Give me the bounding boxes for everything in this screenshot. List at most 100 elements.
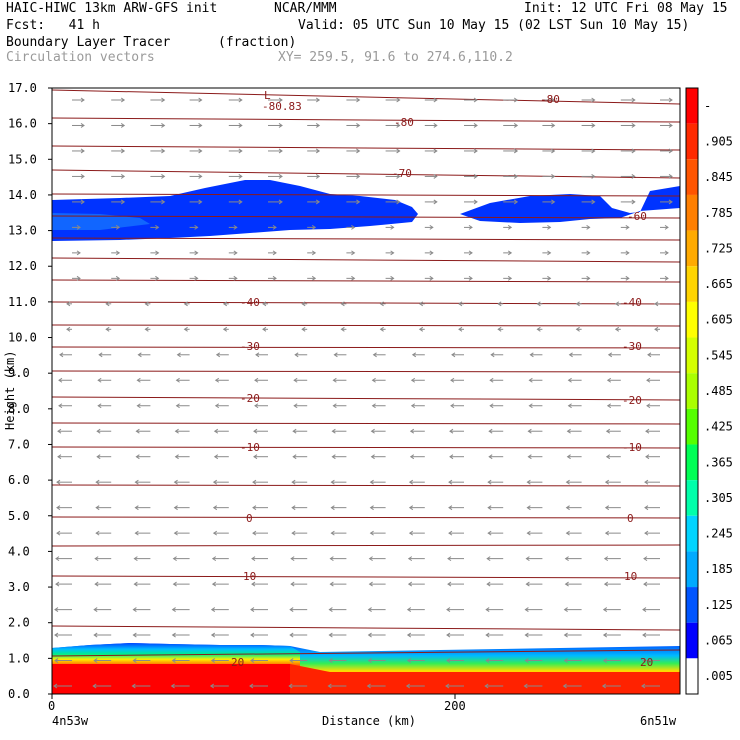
vector-arrow bbox=[144, 326, 151, 332]
contour-label: -10 bbox=[622, 441, 642, 454]
colorbar-swatch bbox=[686, 551, 698, 588]
vector-arrow bbox=[620, 224, 630, 230]
vector-arrow bbox=[111, 174, 126, 179]
vector-arrow bbox=[526, 479, 543, 485]
vector-arrow bbox=[346, 224, 356, 230]
vector-arrow bbox=[369, 479, 386, 485]
vector-arrow bbox=[150, 123, 166, 128]
vector-arrow bbox=[95, 479, 112, 485]
vector-arrow bbox=[111, 199, 126, 205]
vector-arrow bbox=[385, 97, 401, 103]
colorbar-label: .905 bbox=[704, 134, 733, 148]
vector-arrow bbox=[150, 199, 166, 205]
vector-arrow bbox=[385, 148, 401, 154]
vector-arrow bbox=[660, 199, 673, 205]
vector-arrow bbox=[189, 199, 203, 205]
vector-arrow bbox=[53, 683, 72, 689]
vector-arrow bbox=[503, 250, 513, 256]
vector-arrow bbox=[642, 658, 660, 663]
colorbar-label: .125 bbox=[704, 598, 733, 612]
vector-arrow bbox=[72, 174, 85, 179]
vector-arrow bbox=[97, 403, 112, 409]
vector-arrow bbox=[111, 275, 121, 281]
vector-arrow bbox=[189, 123, 203, 128]
vector-arrow bbox=[424, 199, 438, 205]
vector-arrow bbox=[542, 250, 552, 256]
tracer-fill bbox=[52, 180, 680, 694]
vector-arrow bbox=[94, 581, 112, 587]
vector-arrow bbox=[288, 683, 308, 689]
vector-arrow bbox=[487, 530, 504, 536]
vector-arrow bbox=[449, 454, 464, 460]
x-axis: 0 200 4n53w Distance (km) 6n51w bbox=[48, 694, 677, 728]
vector-arrow bbox=[646, 377, 660, 383]
vector-arrow bbox=[418, 301, 425, 307]
boundary-layer-core-tail bbox=[290, 664, 680, 694]
vector-arrow bbox=[253, 454, 268, 460]
vector-arrow bbox=[72, 97, 85, 103]
vector-arrow bbox=[564, 581, 582, 587]
contour-line bbox=[51, 446, 681, 449]
vector-arrow bbox=[446, 607, 464, 612]
vector-arrow bbox=[346, 148, 361, 154]
vector-arrow bbox=[327, 683, 347, 689]
vector-arrow bbox=[527, 454, 543, 460]
contour-line bbox=[51, 370, 681, 373]
vector-arrow bbox=[526, 530, 543, 536]
vector-arrow bbox=[307, 174, 321, 179]
colorbar: - .905 .845 .785 .725 .665 .605 .545 .485 .425 .36… bbox=[685, 87, 733, 695]
vector-arrow bbox=[132, 658, 151, 663]
vector-arrow bbox=[447, 556, 464, 562]
colorbar-label: .665 bbox=[704, 277, 733, 291]
vector-arrow bbox=[485, 607, 504, 612]
vector-arrow bbox=[171, 658, 190, 663]
vector-arrow bbox=[614, 301, 621, 307]
vector-arrow bbox=[59, 352, 72, 358]
vector-arrow bbox=[291, 530, 308, 536]
vector-arrow bbox=[105, 326, 112, 332]
y-tick-label: 16.0 bbox=[8, 117, 37, 131]
vector-arrow bbox=[606, 377, 621, 383]
contour-label: -40 bbox=[240, 296, 260, 309]
vector-arrow bbox=[464, 97, 478, 103]
vector-arrow bbox=[346, 199, 361, 205]
vector-arrow bbox=[174, 454, 190, 460]
vector-arrow bbox=[406, 607, 425, 612]
contour-line bbox=[51, 215, 681, 219]
vector-arrow bbox=[268, 174, 283, 179]
contour-line bbox=[51, 544, 681, 547]
vector-arrow bbox=[488, 428, 504, 434]
vector-arrow bbox=[568, 352, 582, 358]
vector-arrow bbox=[458, 326, 464, 332]
contour-line bbox=[51, 625, 681, 631]
contour-line bbox=[51, 649, 681, 657]
vector-arrow bbox=[307, 123, 321, 128]
y-tick-label: 17.0 bbox=[8, 81, 37, 95]
vector-arrow bbox=[464, 174, 478, 179]
vector-arrow bbox=[72, 224, 81, 230]
vector-arrow bbox=[228, 224, 238, 230]
vector-arrow bbox=[133, 581, 151, 587]
vector-arrow bbox=[292, 428, 308, 434]
vector-arrow bbox=[379, 301, 386, 307]
colorbar-label: .725 bbox=[704, 241, 733, 255]
vector-arrow bbox=[411, 352, 425, 358]
y-axis-label: Height (km) bbox=[3, 351, 17, 430]
vector-arrow bbox=[135, 428, 151, 434]
vector-arrow bbox=[228, 97, 243, 103]
vector-arrow bbox=[289, 658, 308, 663]
contour-label: -10 bbox=[240, 441, 260, 454]
vector-arrow bbox=[294, 352, 308, 358]
vector-arrow bbox=[385, 123, 401, 128]
colorbar-swatch bbox=[686, 301, 698, 338]
contour-label: -20 bbox=[240, 392, 260, 405]
vector-arrow bbox=[484, 683, 504, 689]
vector-arrow bbox=[228, 148, 243, 154]
vector-arrow bbox=[602, 632, 621, 638]
colorbar-swatch bbox=[686, 587, 698, 623]
vector-arrow bbox=[410, 377, 425, 383]
vector-arrow bbox=[620, 174, 636, 179]
vector-arrow bbox=[150, 224, 160, 230]
vector-arrow bbox=[301, 301, 308, 307]
vector-arrow bbox=[450, 377, 464, 383]
